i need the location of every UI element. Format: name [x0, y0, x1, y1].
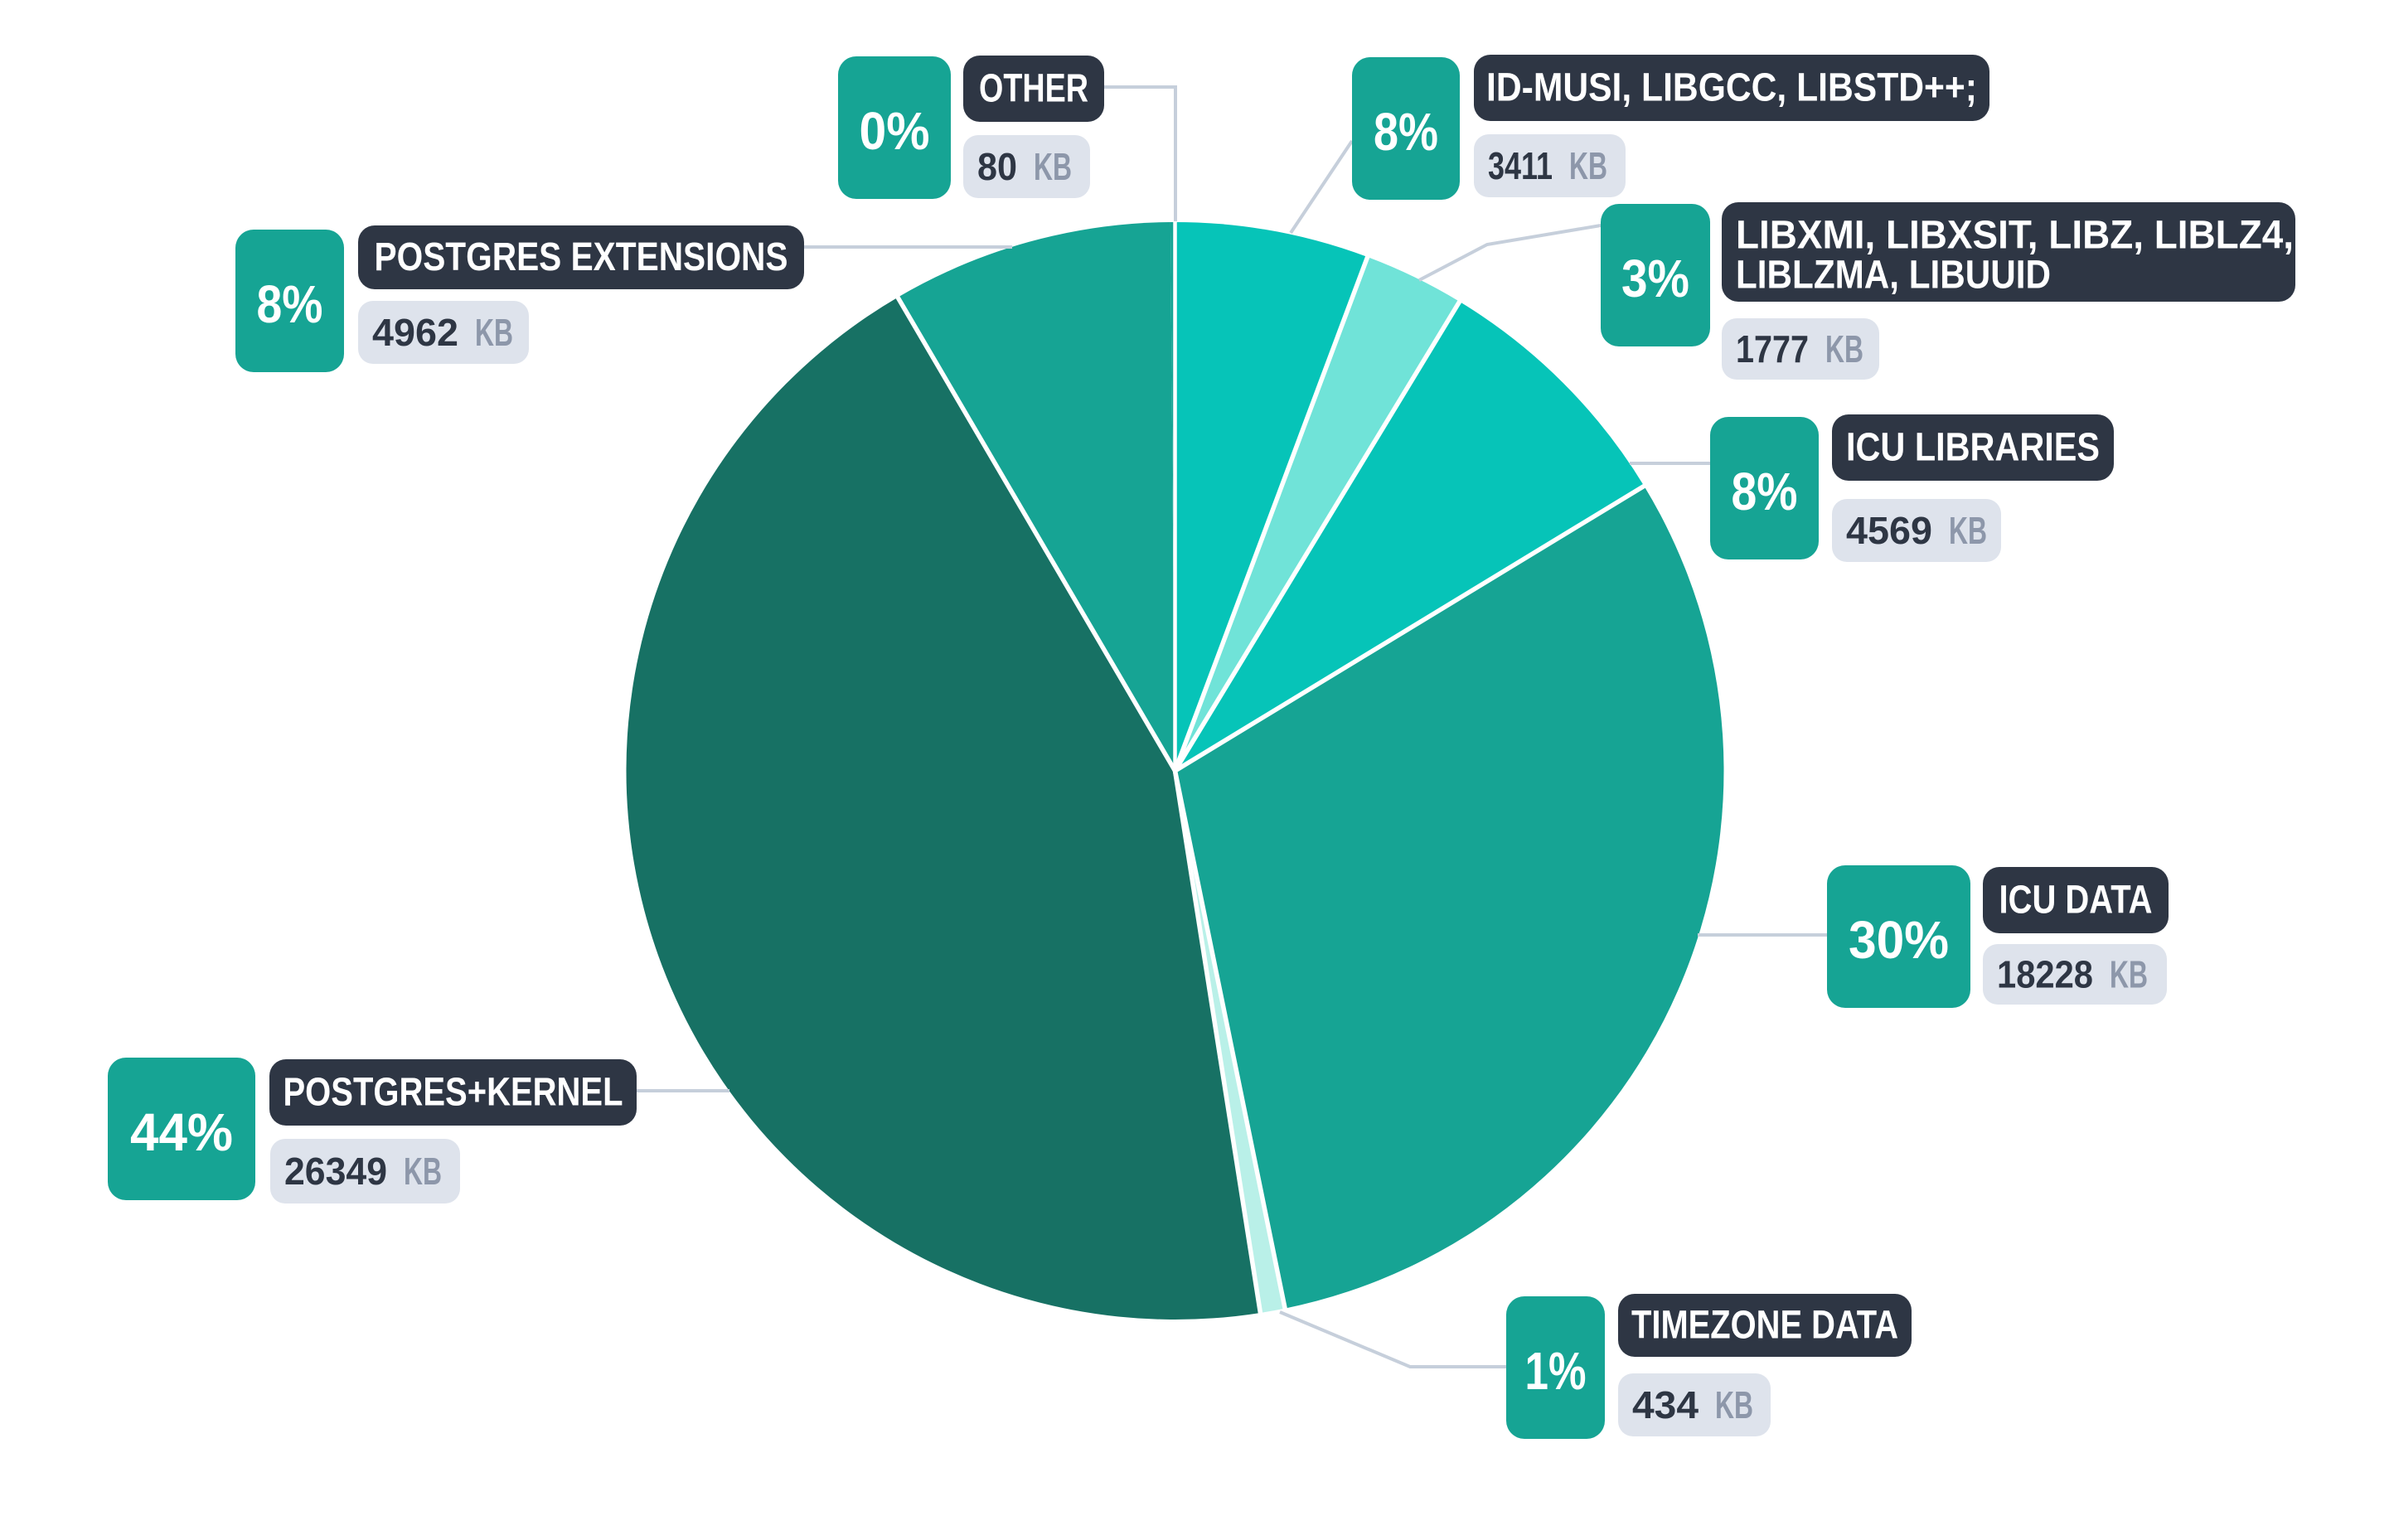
svg-text:LIBLZMA, LIBUUID: LIBLZMA, LIBUUID: [1736, 254, 2051, 298]
svg-text:1777: 1777: [1736, 327, 1809, 370]
svg-text:8%: 8%: [257, 274, 323, 334]
svg-text:KB: KB: [1949, 509, 1987, 552]
svg-text:KB: KB: [2110, 953, 2148, 996]
svg-text:4569: 4569: [1846, 509, 1932, 552]
svg-text:KB: KB: [1034, 145, 1072, 188]
svg-text:POSTGRES EXTENSIONS: POSTGRES EXTENSIONS: [375, 235, 788, 279]
svg-text:ICU LIBRARIES: ICU LIBRARIES: [1846, 426, 2100, 470]
svg-text:26349: 26349: [284, 1150, 387, 1193]
svg-text:ICU DATA: ICU DATA: [1999, 879, 2153, 923]
svg-text:KB: KB: [1825, 327, 1863, 370]
svg-text:3411: 3411: [1488, 144, 1553, 187]
svg-text:18228: 18228: [1997, 953, 2093, 996]
svg-text:POSTGRES+KERNEL: POSTGRES+KERNEL: [284, 1071, 623, 1115]
svg-text:KB: KB: [475, 311, 513, 354]
svg-text:ID-MUSI, LIBGCC, LIBSTD++;: ID-MUSI, LIBGCC, LIBSTD++;: [1486, 66, 1977, 110]
svg-text:TIMEZONE DATA: TIMEZONE DATA: [1631, 1304, 1898, 1348]
svg-text:3%: 3%: [1621, 249, 1689, 308]
svg-text:KB: KB: [1569, 144, 1607, 187]
svg-text:434: 434: [1632, 1383, 1699, 1426]
svg-text:4962: 4962: [372, 311, 458, 354]
svg-text:8%: 8%: [1732, 462, 1798, 521]
svg-text:80: 80: [977, 145, 1017, 188]
svg-text:1%: 1%: [1525, 1341, 1587, 1401]
svg-text:OTHER: OTHER: [979, 67, 1088, 111]
svg-text:8%: 8%: [1374, 102, 1438, 162]
svg-text:30%: 30%: [1849, 910, 1949, 970]
svg-text:KB: KB: [1715, 1383, 1753, 1426]
svg-text:KB: KB: [404, 1150, 442, 1193]
svg-text:0%: 0%: [860, 101, 930, 161]
svg-text:LIBXMI, LIBXSIT, LIBZ, LIBLZ4,: LIBXMI, LIBXSIT, LIBZ, LIBLZ4,: [1736, 214, 2294, 258]
svg-text:44%: 44%: [130, 1102, 233, 1162]
